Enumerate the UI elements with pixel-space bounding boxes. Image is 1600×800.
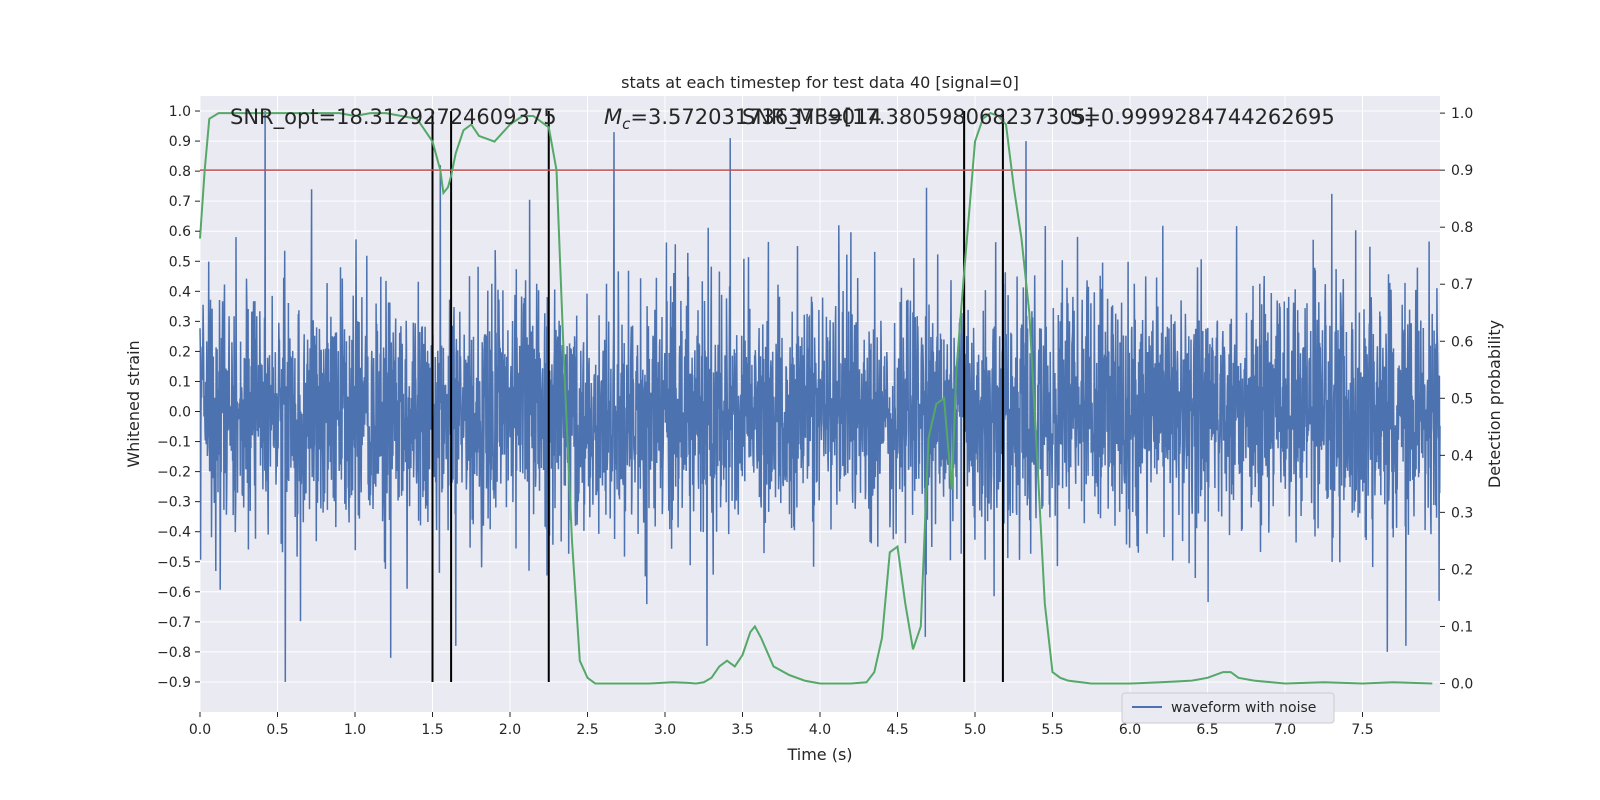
- y-tick-label: −0.6: [157, 585, 191, 601]
- y-tick-label: 0.3: [169, 314, 191, 330]
- y-tick-label: −0.2: [157, 465, 191, 481]
- y-tick-label: 0.2: [169, 344, 191, 360]
- x-tick-label: 7.5: [1351, 722, 1373, 738]
- x-tick-label: 5.5: [1041, 722, 1063, 738]
- x-tick-label: 0.5: [266, 722, 288, 738]
- x-tick-labels: 0.0 0.5 1.0 1.5 2.0 2.5 3.0 3.5 4.0 4.5 5.0 5.5 6.0 6…: [189, 712, 1374, 738]
- y-tick-label: 0.9: [169, 134, 191, 150]
- x-tick-label: 4.0: [809, 722, 831, 738]
- y-tick-label: 0.4: [169, 284, 191, 300]
- x-tick-label: 5.0: [964, 722, 986, 738]
- y-tick-label: −0.8: [157, 645, 191, 661]
- vertical-markers: [431, 111, 1004, 682]
- y-tick-label: −0.4: [157, 525, 191, 541]
- y2-tick-labels: 1.0 0.9 0.8 0.7 0.6 0.5 0.4 0.3 0.2 0.1 0.0: [1440, 106, 1473, 692]
- y2-tick-label: 0.5: [1451, 391, 1473, 407]
- x-tick-label: 3.5: [731, 722, 753, 738]
- x-tick-label: 7.0: [1274, 722, 1296, 738]
- y-tick-label: 0.0: [169, 405, 191, 421]
- y-tick-label: 0.6: [169, 224, 191, 240]
- legend-box: [1121, 692, 1335, 724]
- waveform-line: [199, 110, 1441, 683]
- y-tick-label: −0.1: [157, 435, 191, 451]
- annotation-chirp-mass-value: =3.5720317363739014: [630, 105, 881, 129]
- x-tick-label: 0.0: [189, 722, 211, 738]
- y2-tick-label: 0.2: [1451, 562, 1473, 578]
- annotation-chirp-mass-sub: c: [622, 115, 631, 133]
- y-tick-label: −0.3: [157, 495, 191, 511]
- y2-tick-label: 0.6: [1451, 334, 1473, 350]
- y2-tick-label: 0.0: [1451, 676, 1473, 692]
- y-tick-label: −0.7: [157, 615, 191, 631]
- x-tick-label: 6.0: [1119, 722, 1141, 738]
- x-tick-label: 1.5: [421, 722, 443, 738]
- y-tick-labels: 1.0 0.9 0.8 0.7 0.6 0.5 0.4 0.3 0.2 0.1 0.0 −0.1 −0.…: [157, 104, 200, 691]
- y2-tick-label: 1.0: [1451, 106, 1473, 122]
- y-tick-label: 1.0: [169, 104, 191, 120]
- y-tick-label: 0.1: [169, 374, 191, 390]
- y-tick-label: 0.8: [169, 164, 191, 180]
- annotation-chirp-mass-symbol: M: [604, 105, 622, 129]
- x-tick-label: 2.5: [576, 722, 598, 738]
- y2-tick-label: 0.4: [1451, 448, 1473, 464]
- x-tick-label: 4.5: [886, 722, 908, 738]
- y2-axis-label: Detection probability: [1485, 320, 1504, 488]
- x-tick-label: 6.5: [1196, 722, 1218, 738]
- chart-title: stats at each timestep for test data 40 …: [621, 73, 1019, 92]
- annotation-chirp-mass: Mc=3.5720317363739014: [604, 105, 882, 133]
- x-tick-label: 2.0: [499, 722, 521, 738]
- y2-tick-label: 0.9: [1451, 163, 1473, 179]
- legend: waveform with noise: [1121, 692, 1335, 724]
- x-tick-label: 1.0: [344, 722, 366, 738]
- y2-tick-label: 0.8: [1451, 220, 1473, 236]
- detection-probability-line: [199, 111, 1433, 685]
- y2-tick-label: 0.3: [1451, 505, 1473, 521]
- x-tick-label: 3.0: [654, 722, 676, 738]
- x-axis-label: Time (s): [786, 745, 852, 764]
- y-tick-label: −0.9: [157, 675, 191, 691]
- y2-tick-label: 0.7: [1451, 277, 1473, 293]
- y-axis-label: Whitened strain: [124, 340, 143, 467]
- annotation-snr-mf: SNR_MF=[17.380598068237305]: [742, 105, 1094, 130]
- waveform-series: [199, 110, 1441, 683]
- y-tick-label: 0.5: [169, 254, 191, 270]
- y-tick-label: −0.5: [157, 555, 191, 571]
- legend-label: waveform with noise: [1171, 700, 1316, 716]
- annotation-snr-opt: SNR_opt=18.31292724609375: [230, 105, 557, 130]
- annotation-s: S=0.9999284744262695: [1070, 105, 1335, 129]
- y-tick-label: 0.7: [169, 194, 191, 210]
- y2-tick-label: 0.1: [1451, 619, 1473, 635]
